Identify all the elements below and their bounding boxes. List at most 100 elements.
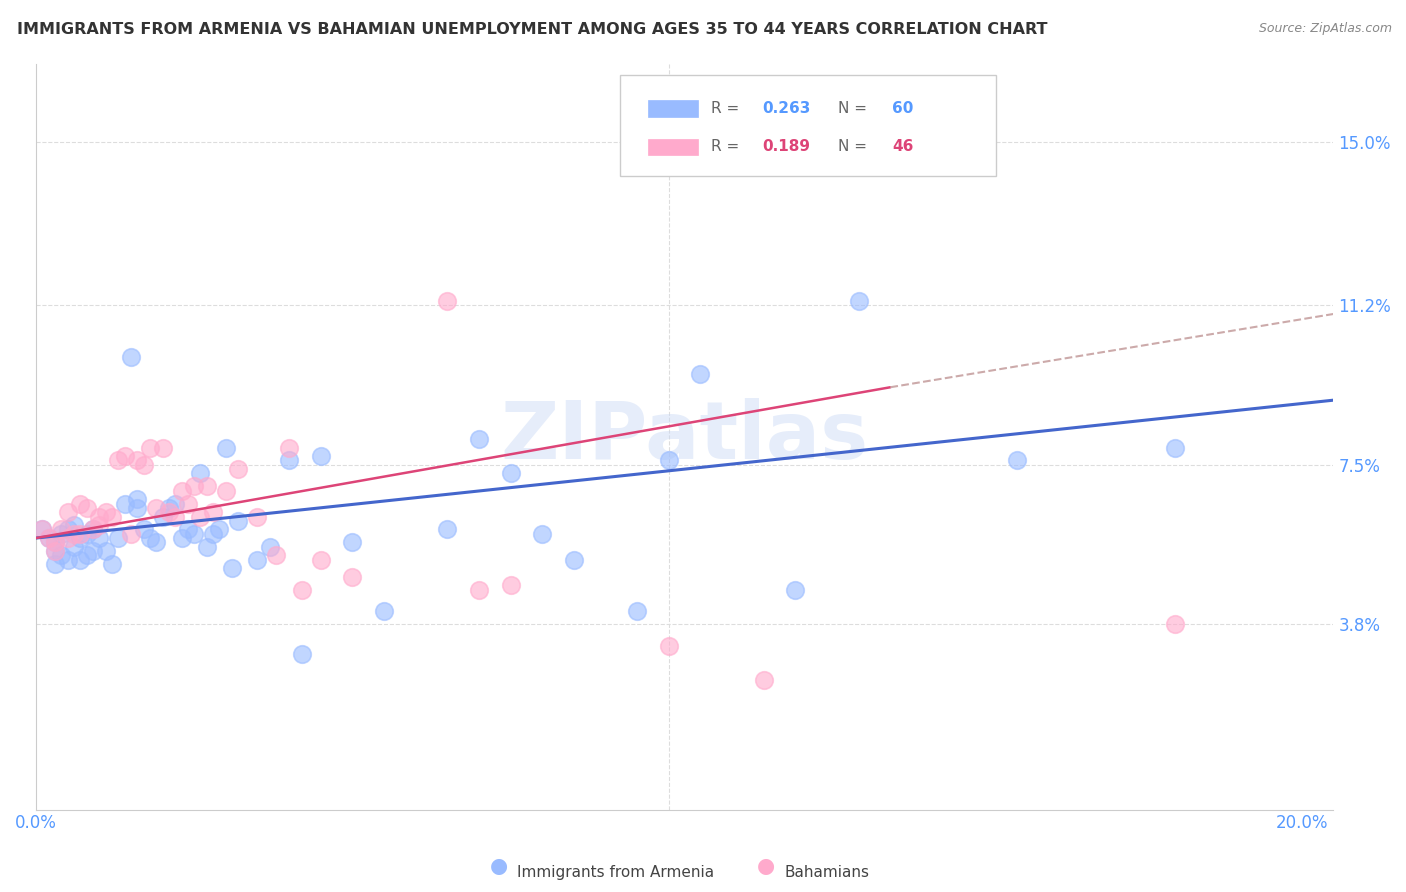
Point [63, 526, 86, 541]
Point [221, 561, 243, 575]
Point [127, 453, 149, 467]
Text: R =: R = [710, 101, 748, 116]
Point [202, 526, 225, 541]
Point [107, 531, 129, 545]
Point [69, 497, 91, 511]
Point [76, 549, 98, 563]
Point [658, 639, 681, 653]
Point [183, 479, 205, 493]
Point [1005, 453, 1028, 467]
FancyBboxPatch shape [648, 100, 697, 117]
Point [132, 523, 155, 537]
Point [63, 518, 86, 533]
Point [152, 441, 174, 455]
Point [139, 531, 162, 545]
Point [89, 509, 111, 524]
Point [183, 526, 205, 541]
Point [291, 582, 314, 597]
Point [76, 500, 98, 515]
Text: 0.189: 0.189 [762, 139, 810, 154]
Point [51, 523, 73, 537]
Point [785, 582, 807, 597]
FancyBboxPatch shape [648, 139, 697, 155]
Point [82, 523, 104, 537]
Point [101, 557, 124, 571]
Point [848, 294, 870, 309]
Point [38, 531, 60, 545]
Point [44, 544, 66, 558]
Point [82, 544, 104, 558]
Point [278, 453, 301, 467]
Point [127, 492, 149, 507]
Point [202, 505, 225, 519]
Point [152, 509, 174, 524]
Point [69, 526, 91, 541]
Point [228, 514, 250, 528]
Point [190, 509, 212, 524]
Point [56, 523, 79, 537]
Point [44, 535, 66, 549]
Point [1164, 441, 1187, 455]
Point [436, 523, 458, 537]
Point [1164, 617, 1187, 632]
Text: N =: N = [838, 101, 872, 116]
Point [658, 453, 681, 467]
Point [689, 368, 711, 382]
Point [89, 531, 111, 545]
Point [165, 509, 187, 524]
Point [44, 544, 66, 558]
Point [373, 604, 395, 618]
Point [89, 518, 111, 533]
Point [44, 535, 66, 549]
Point [190, 467, 212, 481]
Text: 46: 46 [893, 139, 914, 154]
Point [626, 604, 648, 618]
Point [51, 549, 73, 563]
Point [436, 294, 458, 309]
Point [76, 526, 98, 541]
Point [38, 531, 60, 545]
Text: Bahamians: Bahamians [785, 865, 869, 880]
Point [342, 570, 364, 584]
Point [56, 505, 79, 519]
Point [51, 526, 73, 541]
Text: 60: 60 [893, 101, 914, 116]
Point [177, 523, 200, 537]
Point [499, 578, 522, 592]
Point [31, 523, 53, 537]
Point [165, 497, 187, 511]
Text: Immigrants from Armenia: Immigrants from Armenia [517, 865, 714, 880]
Point [266, 549, 288, 563]
Point [468, 432, 491, 446]
Point [562, 552, 585, 566]
Point [195, 479, 218, 493]
Text: Source: ZipAtlas.com: Source: ZipAtlas.com [1258, 22, 1392, 36]
Point [44, 557, 66, 571]
Point [132, 458, 155, 472]
Point [145, 500, 167, 515]
Point [342, 535, 364, 549]
Point [752, 673, 775, 688]
Point [208, 523, 231, 537]
Point [69, 531, 91, 545]
Text: N =: N = [838, 139, 872, 154]
Point [309, 552, 332, 566]
Text: 0.263: 0.263 [762, 101, 811, 116]
Point [120, 350, 142, 364]
Point [215, 441, 238, 455]
Point [94, 505, 117, 519]
Point [63, 540, 86, 554]
Point [56, 531, 79, 545]
Point [177, 497, 200, 511]
Point [56, 552, 79, 566]
Point [94, 544, 117, 558]
Point [531, 526, 554, 541]
Point [246, 509, 269, 524]
Point [278, 441, 301, 455]
Point [31, 523, 53, 537]
Point [170, 483, 193, 498]
Point [145, 535, 167, 549]
Point [107, 453, 129, 467]
Point [82, 523, 104, 537]
Point [195, 540, 218, 554]
